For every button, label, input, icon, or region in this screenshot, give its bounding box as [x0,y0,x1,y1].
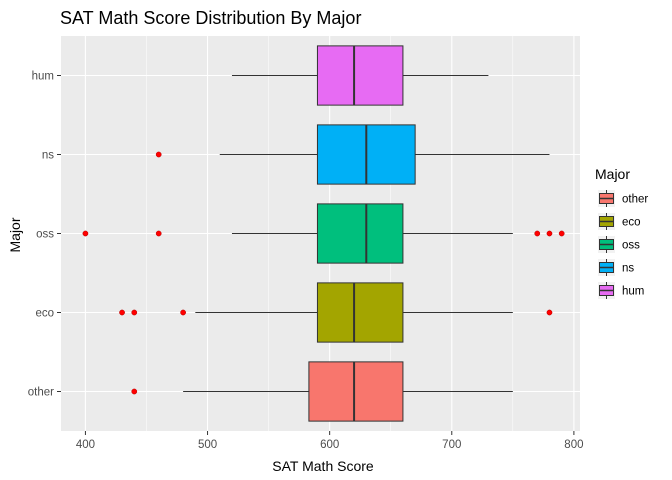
outlier-point [82,230,89,237]
legend-label: ns [622,263,634,275]
outlier-point [546,309,553,316]
y-axis-title: Major [7,217,23,252]
x-tick-label: 400 [76,439,95,451]
box-iqr [316,45,404,106]
box-iqr [308,361,404,422]
legend-item-ns: ns [598,259,634,276]
y-tick-label: ns [42,150,54,162]
x-axis-ticks: 400 500 600 700 800 [76,431,583,451]
y-tick-label: oss [36,229,54,241]
box-hum [231,45,489,106]
box-oss [82,203,565,264]
x-tick-label: 600 [320,439,339,451]
y-tick-label: other [28,387,54,399]
y-axis-ticks: other eco oss ns hum [28,71,61,399]
outlier-point [119,309,125,316]
outlier-point [558,230,565,237]
legend-title: Major [595,166,630,182]
x-tick-label: 500 [198,439,217,451]
legend-item-eco: eco [598,213,641,230]
outlier-point [131,388,138,395]
y-tick-label: hum [32,71,54,83]
box-ns [155,124,550,185]
outlier-point [155,230,162,237]
legend-item-hum: hum [598,282,644,299]
outlier-point [180,309,186,316]
outlier-point [131,309,138,316]
y-tick-label: eco [35,308,54,320]
legend-item-other: other [598,190,648,207]
legend-label: oss [622,240,640,252]
legend-item-oss: oss [598,236,640,253]
box-series [82,45,565,422]
legend: Major other eco oss ns hum [595,166,648,299]
chart-title: SAT Math Score Distribution By Major [60,8,361,28]
box-iqr [316,203,404,264]
box-eco [119,282,553,343]
box-other [131,361,513,422]
x-tick-label: 700 [442,439,461,451]
x-axis-title: SAT Math Score [272,458,374,474]
legend-label: eco [622,217,641,229]
outlier-point [155,151,162,158]
legend-label: hum [622,286,644,298]
x-tick-label: 800 [564,439,583,451]
outlier-point [534,230,541,237]
outlier-point [546,230,553,237]
legend-label: other [622,194,648,206]
box-iqr [316,282,404,343]
